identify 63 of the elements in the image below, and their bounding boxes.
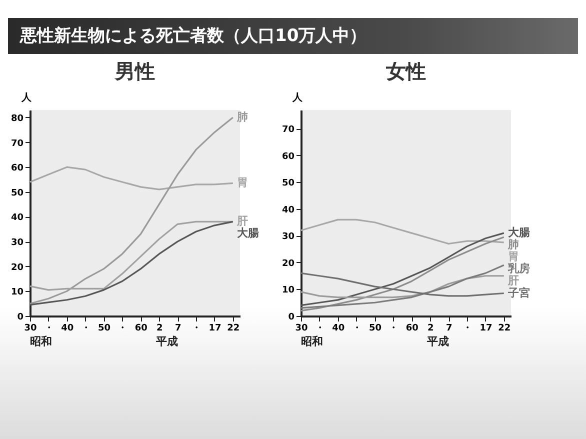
x-tick-label: ・ <box>44 324 54 334</box>
y-tick-label: 20 <box>10 262 24 273</box>
x-tick-label: ・ <box>389 324 398 334</box>
x-tick-label: 2 <box>427 324 434 334</box>
x-tick-label: 22 <box>498 324 511 334</box>
y-tick-label: 50 <box>282 178 294 189</box>
y-tick-label: 0 <box>17 312 24 322</box>
series-label: 胃 <box>508 250 519 264</box>
text: 昭和 <box>30 335 52 348</box>
y-tick-label: 60 <box>10 164 24 174</box>
series-label: 乳房 <box>506 262 530 276</box>
y-tick-label: 40 <box>10 213 24 224</box>
series-label: 子宮 <box>506 286 530 300</box>
y-tick-label: 10 <box>10 288 24 298</box>
line-series <box>300 264 505 309</box>
text: 平成 <box>155 335 178 348</box>
y-tick-label: 30 <box>282 232 294 242</box>
series-label: 肺 <box>236 110 248 124</box>
x-tick-label: 50 <box>98 324 111 334</box>
x-tick-label: 17 <box>480 324 492 334</box>
y-tick-label: 50 <box>10 188 24 198</box>
x-tick-label: 30 <box>295 324 308 334</box>
x-tick-label: ・ <box>352 324 362 334</box>
series-label: 肝 <box>506 274 519 288</box>
series-label: 大腸 <box>508 226 530 240</box>
y-tick-label: 60 <box>282 152 294 162</box>
x-tick-label: 50 <box>369 324 382 334</box>
line-series <box>29 220 234 306</box>
text: 悪性新生物による死亡者数（人口10万人中） <box>8 18 578 54</box>
x-tick-label: 60 <box>406 324 418 334</box>
x-tick-label: 7 <box>174 324 182 334</box>
x-tick-label: 2 <box>156 324 163 334</box>
text: 平成 <box>426 335 449 348</box>
series-label: 肝 <box>236 214 248 228</box>
x-tick-label: ・ <box>118 324 128 334</box>
x-tick-label: ・ <box>192 324 202 334</box>
y-tick-label: 80 <box>10 114 24 124</box>
x-tick-label: 17 <box>208 324 222 334</box>
y-axis-title: 人 <box>20 92 32 104</box>
line-series <box>29 166 234 190</box>
y-tick-label: 20 <box>282 258 294 269</box>
x-tick-label: 7 <box>446 324 452 334</box>
x-tick-label: 30 <box>24 324 37 334</box>
y-axis-title: 人 <box>292 92 304 104</box>
series-label: 胃 <box>236 176 248 190</box>
x-tick-label: ・ <box>315 324 324 334</box>
y-tick-label: 30 <box>10 238 24 248</box>
line-series <box>29 116 234 304</box>
x-tick-label: ・ <box>81 324 90 334</box>
series-label: 大腸 <box>236 226 259 240</box>
line-series <box>300 218 505 245</box>
x-tick-label: 22 <box>227 324 240 334</box>
series-label: 肺 <box>506 238 519 252</box>
y-tick-label: 10 <box>282 286 294 296</box>
y-tick-label: 70 <box>10 138 24 149</box>
x-tick-label: ・ <box>463 324 472 334</box>
y-tick-label: 40 <box>282 205 294 216</box>
y-tick-label: 70 <box>282 125 294 136</box>
y-tick-label: 0 <box>288 312 294 322</box>
x-tick-label: 40 <box>61 324 74 334</box>
x-tick-label: 40 <box>332 324 345 334</box>
text: 昭和 <box>301 335 323 348</box>
x-tick-label: 60 <box>134 324 148 334</box>
